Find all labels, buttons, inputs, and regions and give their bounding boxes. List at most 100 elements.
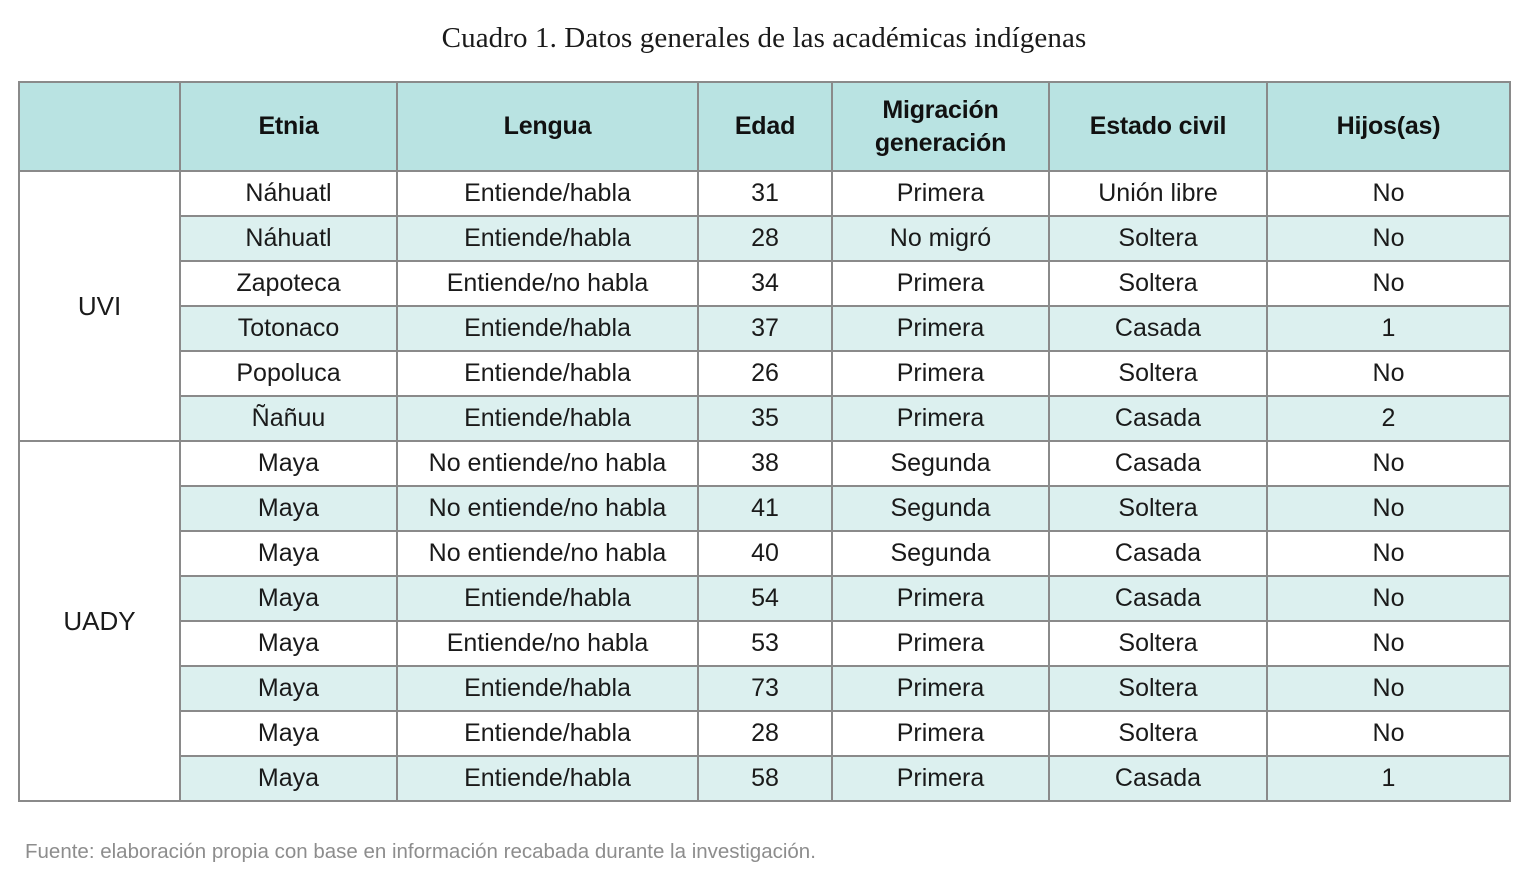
header-hijos: Hijos(as) — [1266, 81, 1511, 172]
cell-etnia: Maya — [179, 440, 398, 487]
header-estado-civil: Estado civil — [1048, 81, 1268, 172]
table-row: Maya Entiende/no habla 53 Primera Solter… — [19, 620, 1511, 667]
cell-etnia: Maya — [179, 530, 398, 577]
cell-estado-civil: Soltera — [1048, 710, 1268, 757]
cell-migracion: Segunda — [831, 485, 1050, 532]
source-footnote: Fuente: elaboración propia con base en i… — [25, 840, 816, 863]
cell-lengua: No entiende/no habla — [396, 530, 699, 577]
cell-estado-civil: Unión libre — [1048, 170, 1268, 217]
cell-hijos: No — [1266, 215, 1511, 262]
cell-estado-civil: Casada — [1048, 575, 1268, 622]
cell-etnia: Zapoteca — [179, 260, 398, 307]
cell-edad: 28 — [697, 215, 833, 262]
cell-lengua: Entiende/habla — [396, 215, 699, 262]
cell-estado-civil: Casada — [1048, 395, 1268, 442]
cell-etnia: Maya — [179, 710, 398, 757]
cell-edad: 26 — [697, 350, 833, 397]
cell-hijos: No — [1266, 440, 1511, 487]
cell-migracion: Segunda — [831, 440, 1050, 487]
cell-lengua: Entiende/habla — [396, 305, 699, 352]
header-migracion-line1: Migración — [882, 96, 999, 124]
cell-lengua: No entiende/no habla — [396, 485, 699, 532]
header-edad: Edad — [697, 81, 833, 172]
cell-estado-civil: Soltera — [1048, 665, 1268, 712]
cell-hijos: No — [1266, 485, 1511, 532]
cell-edad: 40 — [697, 530, 833, 577]
cell-lengua: Entiende/habla — [396, 350, 699, 397]
cell-edad: 73 — [697, 665, 833, 712]
cell-migracion: Primera — [831, 575, 1050, 622]
header-migracion-line2: generación — [874, 128, 1007, 157]
group-label-uvi: UVI — [18, 170, 181, 442]
cell-edad: 37 — [697, 305, 833, 352]
cell-migracion: Segunda — [831, 530, 1050, 577]
table-row: Ñañuu Entiende/habla 35 Primera Casada 2 — [19, 395, 1511, 442]
table-row: UADY Maya No entiende/no habla 38 Segund… — [18, 440, 1511, 802]
table-row: Popoluca Entiende/habla 26 Primera Solte… — [19, 350, 1511, 397]
cell-estado-civil: Casada — [1048, 530, 1268, 577]
table-row: Maya Entiende/habla 73 Primera Soltera N… — [19, 665, 1511, 712]
cell-edad: 38 — [697, 440, 833, 487]
cell-estado-civil: Casada — [1048, 440, 1268, 487]
cell-hijos: No — [1266, 710, 1511, 757]
cell-hijos: No — [1266, 530, 1511, 577]
cell-estado-civil: Soltera — [1048, 260, 1268, 307]
cell-etnia: Totonaco — [179, 305, 398, 352]
cell-etnia: Maya — [179, 620, 398, 667]
cell-estado-civil: Casada — [1048, 755, 1268, 802]
header-lengua: Lengua — [396, 81, 699, 172]
cell-lengua: Entiende/habla — [396, 170, 699, 217]
cell-etnia: Popoluca — [179, 350, 398, 397]
cell-lengua: Entiende/habla — [396, 755, 699, 802]
cell-edad: 54 — [697, 575, 833, 622]
cell-edad: 28 — [697, 710, 833, 757]
cell-hijos: No — [1266, 350, 1511, 397]
table-row: Maya Entiende/habla 28 Primera Soltera N… — [19, 710, 1511, 757]
cell-lengua: Entiende/no habla — [396, 620, 699, 667]
cell-estado-civil: Soltera — [1048, 620, 1268, 667]
cell-migracion: Primera — [831, 755, 1050, 802]
header-etnia: Etnia — [179, 81, 398, 172]
header-row: Etnia Lengua Edad Migración generación E… — [18, 81, 1511, 172]
table-row: Totonaco Entiende/habla 37 Primera Casad… — [19, 305, 1511, 352]
cell-edad: 35 — [697, 395, 833, 442]
cell-lengua: Entiende/habla — [396, 710, 699, 757]
cell-edad: 53 — [697, 620, 833, 667]
cell-lengua: No entiende/no habla — [396, 440, 699, 487]
cell-etnia: Náhuatl — [179, 215, 398, 262]
cell-migracion: Primera — [831, 710, 1050, 757]
cell-hijos: 2 — [1266, 395, 1511, 442]
cell-estado-civil: Soltera — [1048, 215, 1268, 262]
cell-estado-civil: Casada — [1048, 305, 1268, 352]
cell-lengua: Entiende/habla — [396, 665, 699, 712]
cell-edad: 58 — [697, 755, 833, 802]
cell-lengua: Entiende/habla — [396, 395, 699, 442]
cell-etnia: Maya — [179, 575, 398, 622]
data-table: Etnia Lengua Edad Migración generación E… — [18, 81, 1511, 802]
table-row: Zapoteca Entiende/no habla 34 Primera So… — [19, 260, 1511, 307]
cell-etnia: Ñañuu — [179, 395, 398, 442]
cell-migracion: Primera — [831, 350, 1050, 397]
table-title: Cuadro 1. Datos generales de las académi… — [441, 22, 1087, 54]
cell-estado-civil: Soltera — [1048, 485, 1268, 532]
cell-etnia: Maya — [179, 665, 398, 712]
cell-hijos: 1 — [1266, 755, 1511, 802]
cell-migracion: No migró — [831, 215, 1050, 262]
cell-migracion: Primera — [831, 170, 1050, 217]
table-row: Maya No entiende/no habla 40 Segunda Cas… — [19, 530, 1511, 577]
cell-lengua: Entiende/habla — [396, 575, 699, 622]
cell-migracion: Primera — [831, 620, 1050, 667]
cell-lengua: Entiende/no habla — [396, 260, 699, 307]
cell-hijos: No — [1266, 575, 1511, 622]
cell-estado-civil: Soltera — [1048, 350, 1268, 397]
header-group — [18, 81, 181, 172]
group-label-uady: UADY — [18, 440, 181, 802]
cell-hijos: 1 — [1266, 305, 1511, 352]
table-row: UVI Náhuatl Entiende/habla 31 Primera Un… — [18, 170, 1511, 442]
cell-hijos: No — [1266, 170, 1511, 217]
cell-edad: 41 — [697, 485, 833, 532]
cell-hijos: No — [1266, 620, 1511, 667]
cell-etnia: Maya — [179, 755, 398, 802]
table-row: Náhuatl Entiende/habla 28 No migró Solte… — [19, 215, 1511, 262]
cell-edad: 31 — [697, 170, 833, 217]
